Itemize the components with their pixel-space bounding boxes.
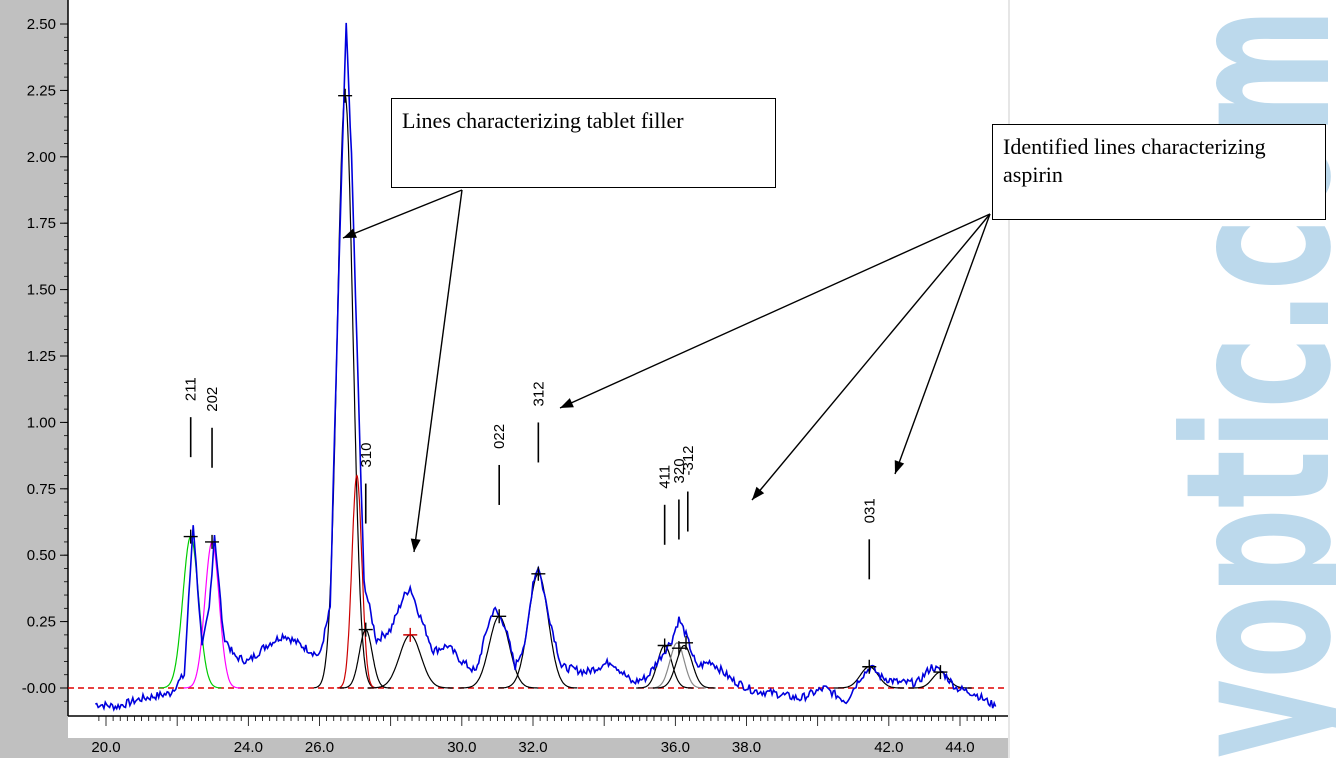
annotation-arrow <box>559 213 991 409</box>
plot-right-edge <box>1008 0 1010 758</box>
annotation-arrowhead <box>894 460 905 474</box>
peak-marker <box>657 638 672 653</box>
diffraction-pattern <box>95 22 997 712</box>
peak-marker <box>531 566 546 581</box>
x-tick-label: 24.0 <box>234 739 263 756</box>
peak-marker <box>679 635 694 650</box>
y-tick-label: 1.75 <box>27 215 56 232</box>
annotation-arrowhead <box>410 538 421 552</box>
peak-markers <box>183 88 948 680</box>
annotation-arrow <box>751 213 991 501</box>
fitted-peak <box>648 642 706 689</box>
y-tick-label: 2.25 <box>27 82 56 99</box>
annotation-arrowhead <box>560 398 574 408</box>
y-tick-label: 0.50 <box>27 547 56 564</box>
annotation-arrowhead <box>752 486 765 500</box>
fitted-peak <box>652 644 716 689</box>
x-tick-label: 32.0 <box>518 739 547 756</box>
peak-marker <box>183 529 198 544</box>
y-tick-label: 1.00 <box>27 414 56 431</box>
peak-label: -312 <box>680 445 697 475</box>
peak-label: 211 <box>183 377 200 401</box>
x-tick-label: 38.0 <box>732 739 761 756</box>
peak-label: 320 <box>671 458 688 483</box>
callout-aspirin: Identified lines characterizing aspirin <box>992 124 1326 220</box>
annotation-arrowhead <box>343 228 357 238</box>
watermark-text: yoptic.com <box>1150 8 1336 758</box>
x-tick-label: 42.0 <box>874 739 903 756</box>
fitted-peak <box>367 634 453 689</box>
y-tick-label: -0.00 <box>22 680 56 697</box>
y-tick-label: 1.25 <box>27 348 56 365</box>
annotation-arrow <box>894 213 991 475</box>
x-axis-panel <box>0 738 1010 758</box>
peak-label: 031 <box>861 498 878 523</box>
peak-label: 202 <box>204 387 221 412</box>
x-tick-label: 44.0 <box>945 739 974 756</box>
x-tick-label: 30.0 <box>447 739 476 756</box>
peak-marker <box>671 641 686 656</box>
peak-label: 022 <box>491 424 508 449</box>
y-tick-label: 0.25 <box>27 614 56 631</box>
annotation-arrow <box>413 189 463 553</box>
peak-label: 310 <box>358 443 375 468</box>
peak-marker <box>338 88 353 103</box>
y-tick-label: 2.50 <box>27 16 56 33</box>
y-tick-label: 0.75 <box>27 481 56 498</box>
x-ticks: 20.0 24.0 26.0 30.0 32.0 36.0 38.0 42.0 44.0 <box>91 716 996 756</box>
callout-filler: Lines characterizing tablet filler <box>391 98 776 188</box>
fitted-peak <box>498 573 578 689</box>
peak-marker <box>205 534 220 549</box>
y-axis-panel <box>0 0 68 758</box>
fitted-peak <box>336 474 377 689</box>
annotation-arrow <box>342 189 463 239</box>
peak-label: 411 <box>657 465 674 489</box>
fitted-peak <box>313 93 376 689</box>
peak-label: 312 <box>530 381 547 406</box>
x-tick-label: 36.0 <box>661 739 690 756</box>
y-ticks: -0.00 0.25 0.50 0.75 1.00 1.25 1.50 1.75 2.00 2.2… <box>22 16 68 702</box>
watermark: yoptic.com <box>1150 0 1336 758</box>
x-tick-label: 26.0 <box>305 739 334 756</box>
peak-marker <box>358 622 373 637</box>
callout-aspirin-text: Identified lines characterizing aspirin <box>1003 134 1266 187</box>
peak-marker <box>403 627 418 642</box>
peak-marker <box>862 659 877 674</box>
peak-marker <box>933 665 948 680</box>
y-tick-label: 2.00 <box>27 149 56 166</box>
y-tick-label: 1.50 <box>27 282 56 299</box>
x-tick-label: 20.0 <box>91 739 120 756</box>
annotation-arrows <box>342 189 991 553</box>
callout-filler-text: Lines characterizing tablet filler <box>402 108 684 133</box>
peak-marker <box>492 609 507 624</box>
